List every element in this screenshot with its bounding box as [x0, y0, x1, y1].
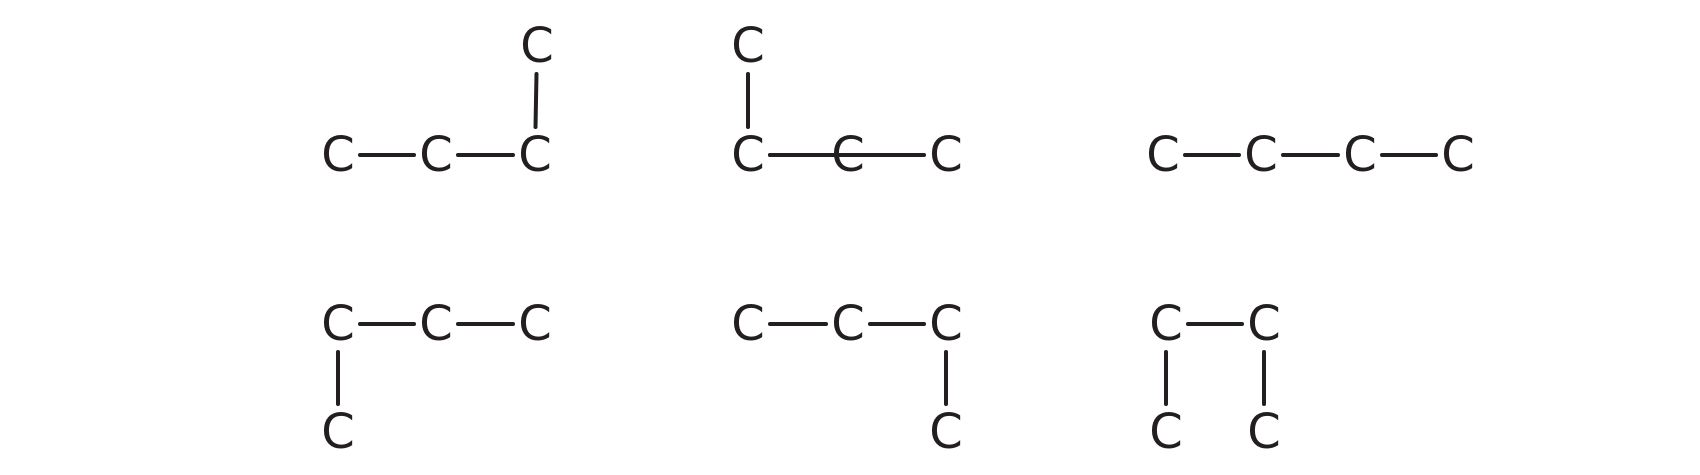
carbon-atom-label: C: [731, 18, 765, 74]
structure-1: C C CC: [321, 18, 554, 183]
carbon-atom-label: C: [1149, 404, 1183, 460]
bond-line: [533, 71, 539, 130]
carbon-atom-label: C: [1247, 296, 1281, 352]
carbon-atom-label: C: [321, 296, 355, 352]
carbon-atom-label: C: [831, 127, 865, 183]
carbon-atom-label: C: [1146, 127, 1180, 183]
carbon-atom-label: C: [929, 296, 963, 352]
carbon-atom-label: C: [321, 404, 355, 460]
carbon-atom-label: C: [419, 127, 453, 183]
structure-4: C C CC: [321, 296, 552, 460]
carbon-atom-label: C: [731, 296, 765, 352]
structure-5: C C CC: [731, 296, 963, 460]
structure-6: C CC C: [1149, 296, 1281, 460]
structure-2: CC C C: [731, 18, 963, 183]
carbon-atom-label: C: [518, 127, 552, 183]
carbon-atom-label: C: [1441, 127, 1475, 183]
carbon-atom-label: C: [1149, 296, 1183, 352]
carbon-atom-label: C: [419, 296, 453, 352]
carbon-atom-label: C: [831, 296, 865, 352]
carbon-atom-label: C: [520, 18, 554, 74]
carbon-atom-label: C: [1247, 404, 1281, 460]
carbon-atom-label: C: [929, 404, 963, 460]
carbon-atom-label: C: [518, 296, 552, 352]
carbon-atom-label: C: [321, 127, 355, 183]
carbon-atom-label: C: [1343, 127, 1377, 183]
carbon-atom-label: C: [929, 127, 963, 183]
carbon-atom-label: C: [731, 127, 765, 183]
carbon-atom-label: C: [1244, 127, 1278, 183]
